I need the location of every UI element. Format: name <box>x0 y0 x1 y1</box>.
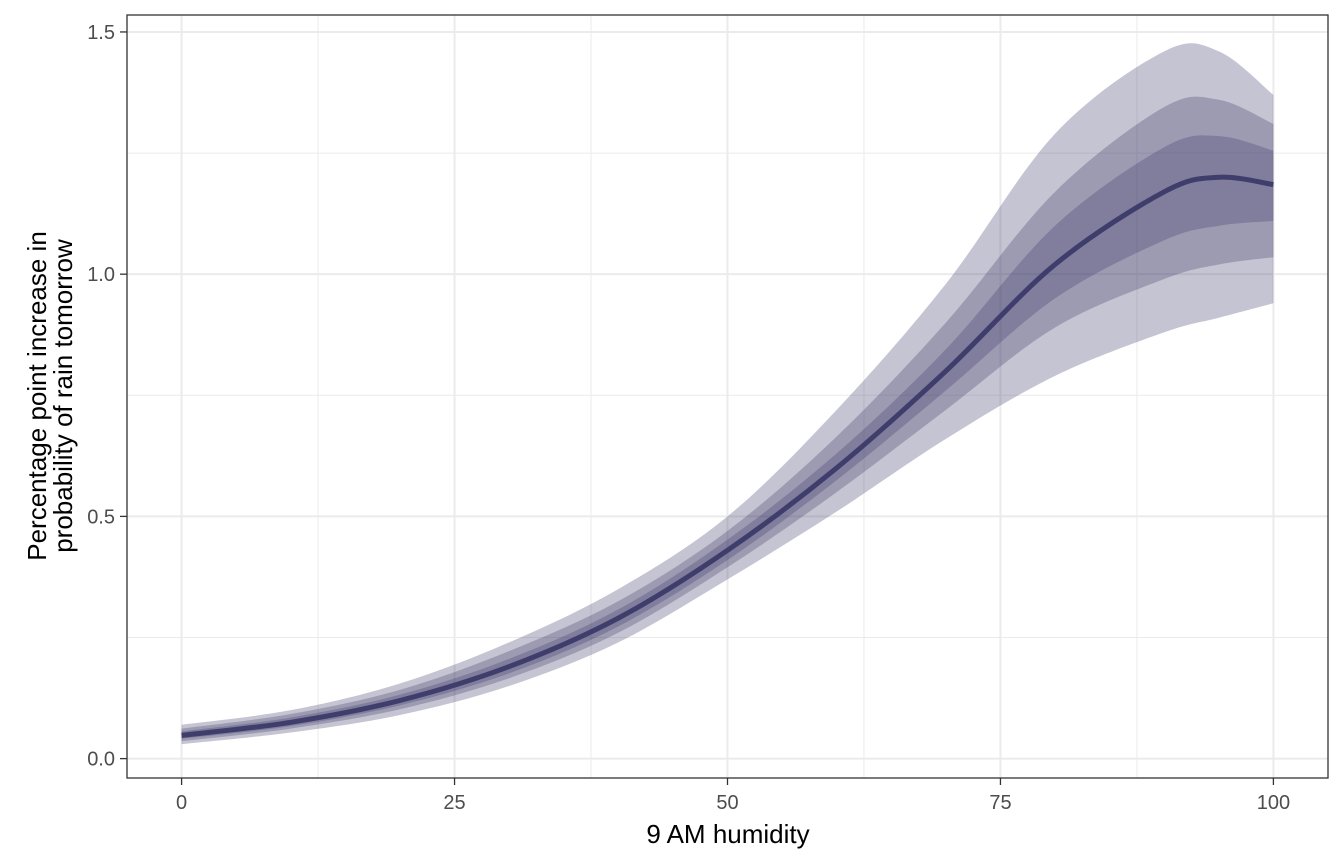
y-axis-title: Percentage point increase in probability… <box>22 231 78 561</box>
y-tick-label: 0.5 <box>87 506 115 528</box>
y-axis: 0.0 0.5 1.0 1.5 <box>87 22 127 771</box>
band-middle <box>181 96 1274 742</box>
band-inner <box>181 135 1274 739</box>
major-gridlines <box>127 15 1328 778</box>
uncertainty-bands <box>181 43 1274 745</box>
y-axis-title-line-1: Percentage point increase in <box>22 231 52 561</box>
x-tick-label: 75 <box>989 792 1011 814</box>
y-tick-label: 0.0 <box>87 749 115 771</box>
y-tick-label: 1.0 <box>87 264 115 286</box>
y-tick-label: 1.5 <box>87 22 115 44</box>
x-tick-label: 25 <box>443 792 465 814</box>
x-axis-title: 9 AM humidity <box>646 819 809 849</box>
x-axis: 0 25 50 75 100 <box>176 778 1290 814</box>
series-lines <box>181 174 1274 738</box>
y-axis-title-line-2: probability of rain tomorrow <box>48 239 78 553</box>
x-tick-label: 0 <box>176 792 187 814</box>
band-outer <box>181 43 1274 745</box>
x-tick-label: 50 <box>716 792 738 814</box>
x-tick-label: 100 <box>1257 792 1290 814</box>
series-line <box>181 174 1274 738</box>
